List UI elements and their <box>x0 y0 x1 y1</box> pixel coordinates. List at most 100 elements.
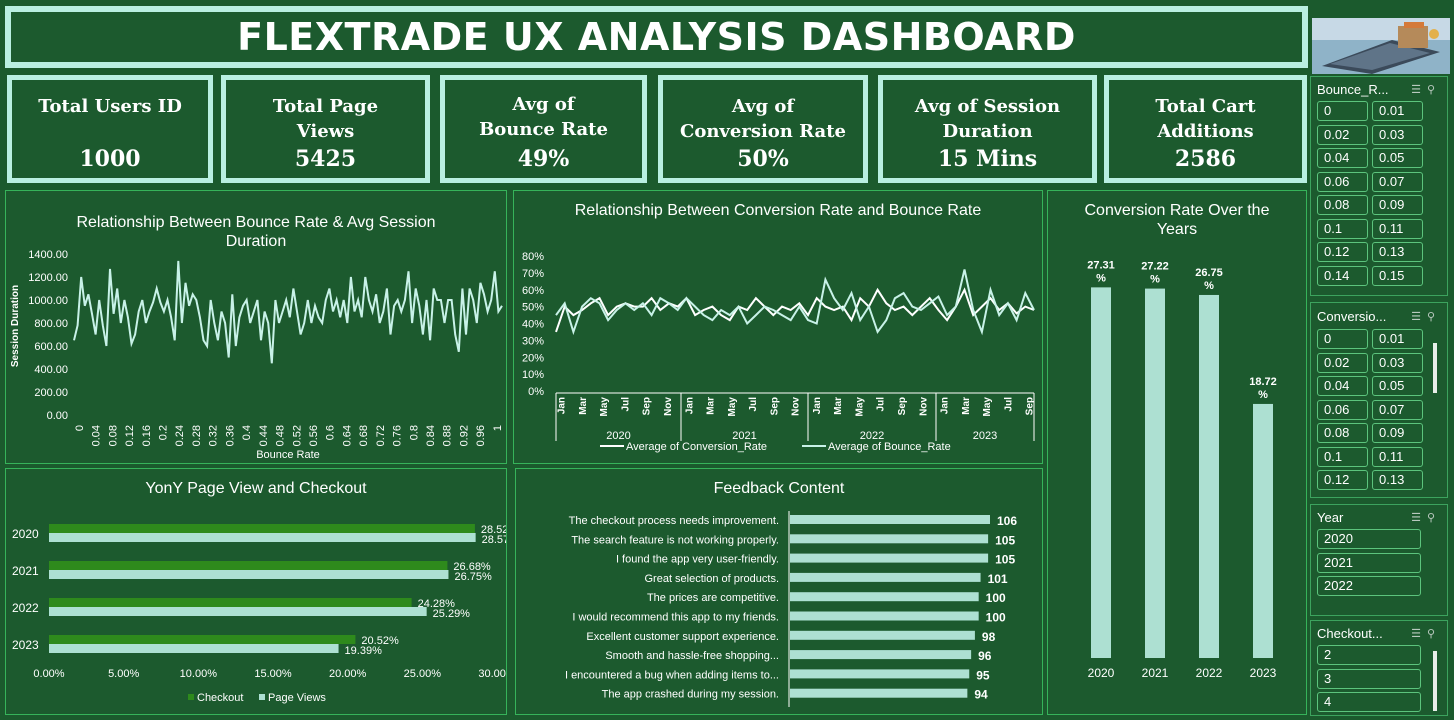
x-tick-label: 0.28 <box>191 425 203 446</box>
clear-filter-icon[interactable]: ☰⚲ <box>1411 83 1441 96</box>
y-tick-label: 200.00 <box>34 387 68 399</box>
page-views-bar <box>49 644 339 653</box>
slicer-option[interactable]: 4 <box>1317 692 1421 712</box>
slicer-option[interactable]: 0.08 <box>1317 423 1368 443</box>
month-tick-label: Mar <box>833 397 844 415</box>
y-tick-label: 2020 <box>12 527 39 541</box>
data-label: 27.31 <box>1087 259 1115 271</box>
month-tick-label: Jul <box>1003 397 1014 412</box>
slicer-option[interactable]: 0.09 <box>1372 195 1423 215</box>
slicer-scrollbar[interactable] <box>1433 651 1437 711</box>
slicer-option[interactable]: 0.14 <box>1317 265 1368 286</box>
slicer-option[interactable]: 0.15 <box>1372 265 1423 286</box>
slicer-option[interactable]: 0.05 <box>1372 148 1423 168</box>
slicer-option[interactable]: 0.06 <box>1317 171 1368 192</box>
y-tick-label: 40% <box>522 319 544 331</box>
checkout-bar <box>49 598 412 607</box>
data-label: 20.52% <box>361 635 399 647</box>
data-label: 26.75% <box>454 571 492 583</box>
laptop-cart-image <box>1312 18 1450 74</box>
chart-title: Relationship Between Conversion Rate and… <box>574 202 982 219</box>
slicer-option[interactable]: 0.07 <box>1372 171 1423 192</box>
kpi-avg-session-duration: Avg of Session Duration 15 Mins <box>878 75 1097 183</box>
y-tick-label: 800.00 <box>34 318 68 330</box>
x-tick-label: 0.52 <box>291 425 303 446</box>
slicer-option[interactable]: 0.1 <box>1317 446 1368 467</box>
chart-title: Relationship Between Bounce Rate & Avg S… <box>76 214 436 250</box>
slicer-option[interactable]: 0.02 <box>1317 124 1368 145</box>
bounce-rate-slicer[interactable]: Bounce_R... ☰⚲ 0 0.01 0.02 0.03 0.04 0.05 0.06 0… <box>1310 76 1448 296</box>
data-label: 28.52% <box>481 524 506 536</box>
data-label: 18.72 <box>1249 376 1277 388</box>
slicer-option[interactable]: 0.02 <box>1317 352 1368 373</box>
chart-title: YonY Page View and Checkout <box>145 480 367 497</box>
slicer-option[interactable]: 0.05 <box>1372 376 1423 396</box>
x-tick-label: 25.00% <box>404 668 442 680</box>
clear-filter-icon[interactable]: ☰⚲ <box>1411 310 1441 323</box>
y-tick-label: 10% <box>522 369 544 381</box>
month-tick-label: Sep <box>897 397 908 415</box>
slicer-option[interactable]: 2022 <box>1317 576 1421 596</box>
slicer-header: Checkout... ☰⚲ <box>1311 621 1447 645</box>
year-slicer[interactable]: Year ☰⚲ 2020 2021 2022 <box>1310 504 1448 616</box>
slicer-option[interactable]: 0.1 <box>1317 218 1368 239</box>
feedback-label: Smooth and hassle-free shopping... <box>605 650 779 662</box>
x-tick-label: 2022 <box>1196 666 1223 680</box>
conversion-years-chart: 27.31% 2020 27.22% 2021 26.75% 2022 18.72% 2023 <box>1087 259 1277 680</box>
x-tick-label: 0.08 <box>107 425 119 446</box>
slicer-option[interactable]: 0.11 <box>1372 218 1423 239</box>
slicer-option[interactable]: 0.07 <box>1372 399 1423 420</box>
conversion-bar <box>1145 288 1165 658</box>
slicer-option[interactable]: 0 <box>1317 101 1368 121</box>
data-label: 25.29% <box>433 608 471 620</box>
slicer-scrollbar[interactable] <box>1433 343 1437 393</box>
slicer-option[interactable]: 3 <box>1317 668 1421 689</box>
kpi-avg-bounce-rate: Avg of Bounce Rate 49% <box>440 75 647 183</box>
data-label: 95 <box>976 668 990 682</box>
kpi-value: 50% <box>737 146 789 172</box>
slicer-option[interactable]: 0.13 <box>1372 470 1423 490</box>
data-label: 101 <box>988 572 1008 586</box>
slicer-option[interactable]: 2 <box>1317 645 1421 665</box>
slicer-option[interactable]: 0.03 <box>1372 124 1423 145</box>
slicer-option[interactable]: 0.03 <box>1372 352 1423 373</box>
slicer-option[interactable]: 0.11 <box>1372 446 1423 467</box>
clear-filter-icon[interactable]: ☰⚲ <box>1411 627 1441 640</box>
data-label: 100 <box>986 611 1006 625</box>
y-tick-label: 2021 <box>12 564 39 578</box>
slicer-option[interactable]: 0.12 <box>1317 470 1368 490</box>
x-tick-label: 0.12 <box>124 425 136 446</box>
checkout-slicer[interactable]: Checkout... ☰⚲ 2 3 4 <box>1310 620 1448 716</box>
legend-label: Average of Conversion_Rate <box>626 441 767 453</box>
conversion-bounce-chart: 0% 10% 20% 30% 40% 50% 60% 70% 80% Jan Mar May Jul Se… <box>522 251 1036 453</box>
slicer-option[interactable]: 2020 <box>1317 529 1421 549</box>
slicer-option[interactable]: 0.04 <box>1317 148 1368 168</box>
data-label-unit: % <box>1204 280 1214 292</box>
x-tick-label: 0.68 <box>358 425 370 446</box>
x-tick-label: 0.8 <box>408 425 420 440</box>
feedback-bar <box>790 534 989 544</box>
slicer-option[interactable]: 0 <box>1317 329 1368 349</box>
slicer-option[interactable]: 0.04 <box>1317 376 1368 396</box>
slicer-option[interactable]: 0.01 <box>1372 101 1423 121</box>
slicer-option[interactable]: 0.06 <box>1317 399 1368 420</box>
y-tick-label: 20% <box>522 352 544 364</box>
feedback-label: The search feature is not working proper… <box>571 534 779 546</box>
feedback-bar <box>790 688 968 698</box>
kpi-value: 15 Mins <box>937 146 1038 172</box>
slicer-option[interactable]: 0.13 <box>1372 242 1423 262</box>
slicer-option[interactable]: 0.09 <box>1372 423 1423 443</box>
clear-filter-icon[interactable]: ☰⚲ <box>1411 511 1441 524</box>
data-label: 96 <box>978 649 992 663</box>
panel-bounce-session: Relationship Between Bounce Rate & Avg S… <box>5 190 507 464</box>
slicer-option[interactable]: 0.01 <box>1372 329 1423 349</box>
conversion-bar <box>1253 403 1273 658</box>
conversion-rate-slicer[interactable]: Conversio... ☰⚲ 0 0.01 0.02 0.03 0.04 0.05 0.06… <box>1310 302 1448 498</box>
series-line-1 <box>555 269 1035 336</box>
x-tick-label: 2021 <box>1142 666 1169 680</box>
slicer-option[interactable]: 2021 <box>1317 552 1421 573</box>
slicer-option[interactable]: 0.08 <box>1317 195 1368 215</box>
x-tick-label: 0.32 <box>208 425 220 446</box>
y-tick-label: 50% <box>522 302 544 314</box>
slicer-option[interactable]: 0.12 <box>1317 242 1368 262</box>
